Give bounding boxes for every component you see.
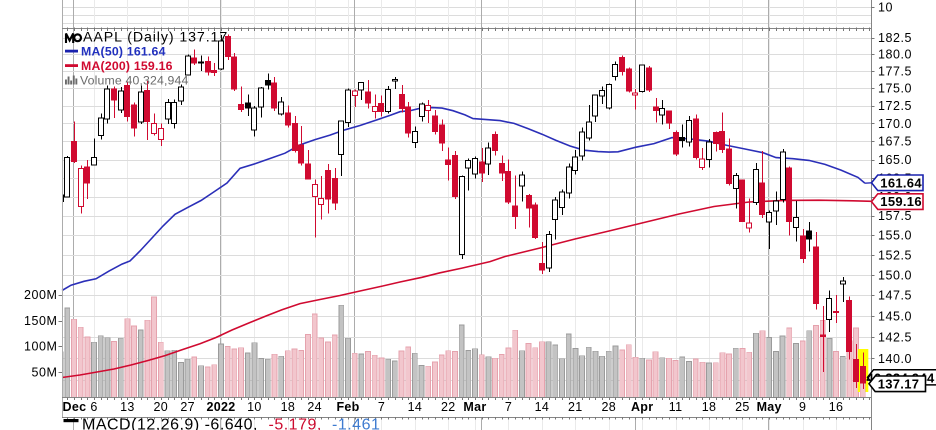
svg-text:24: 24 xyxy=(307,400,322,414)
svg-text:147.5: 147.5 xyxy=(878,289,912,303)
svg-text:Mar: Mar xyxy=(463,400,486,414)
svg-text:10: 10 xyxy=(878,1,893,15)
svg-text:11: 11 xyxy=(669,400,683,414)
svg-text:27: 27 xyxy=(180,400,195,414)
svg-text:161.64: 161.64 xyxy=(880,175,922,190)
svg-text:140.0: 140.0 xyxy=(878,352,912,366)
svg-text:16: 16 xyxy=(829,400,844,414)
svg-text:145.0: 145.0 xyxy=(878,309,912,323)
svg-text:6: 6 xyxy=(90,400,97,414)
svg-text:AAPL (Daily) 137.17: AAPL (Daily) 137.17 xyxy=(83,30,228,46)
svg-text:100M: 100M xyxy=(24,340,57,354)
svg-text:177.5: 177.5 xyxy=(878,65,912,79)
svg-text:18: 18 xyxy=(702,400,717,414)
svg-text:9: 9 xyxy=(799,400,806,414)
svg-text:14: 14 xyxy=(535,400,550,414)
svg-text:50M: 50M xyxy=(32,365,58,379)
svg-text:Feb: Feb xyxy=(336,400,359,414)
svg-text:-1.461: -1.461 xyxy=(332,417,380,430)
svg-text:Apr: Apr xyxy=(631,400,653,414)
svg-text:150.0: 150.0 xyxy=(878,268,912,282)
svg-text:137.17: 137.17 xyxy=(878,376,920,391)
svg-text:14: 14 xyxy=(408,400,423,414)
svg-text:25: 25 xyxy=(735,400,750,414)
svg-text:157.5: 157.5 xyxy=(878,209,912,223)
svg-text:159.16: 159.16 xyxy=(880,194,922,209)
svg-text:180.0: 180.0 xyxy=(878,48,912,62)
svg-text:MACD(12,26,9) -6.640,: MACD(12,26,9) -6.640, xyxy=(82,417,258,430)
svg-text:172.5: 172.5 xyxy=(878,99,912,113)
svg-text:167.5: 167.5 xyxy=(878,135,912,149)
svg-text:-5.179,: -5.179, xyxy=(269,417,322,430)
svg-text:13: 13 xyxy=(120,400,135,414)
svg-text:152.5: 152.5 xyxy=(878,248,912,262)
svg-text:Dec: Dec xyxy=(63,400,87,414)
svg-text:21: 21 xyxy=(568,400,583,414)
svg-text:155.0: 155.0 xyxy=(878,229,912,243)
svg-text:150M: 150M xyxy=(24,314,57,328)
svg-text:165.0: 165.0 xyxy=(878,153,912,167)
svg-text:18: 18 xyxy=(281,400,296,414)
svg-text:142.5: 142.5 xyxy=(878,330,912,344)
svg-text:175.0: 175.0 xyxy=(878,82,912,96)
svg-text:182.5: 182.5 xyxy=(878,31,912,45)
svg-text:Volume 40,324,944: Volume 40,324,944 xyxy=(80,73,189,87)
svg-text:200M: 200M xyxy=(24,288,57,302)
svg-text:MA(200) 159.16: MA(200) 159.16 xyxy=(81,59,173,73)
svg-text:MA(50) 161.64: MA(50) 161.64 xyxy=(81,45,166,59)
svg-text:28: 28 xyxy=(601,400,616,414)
svg-text:20: 20 xyxy=(154,400,169,414)
svg-text:May: May xyxy=(757,400,782,414)
svg-text:7: 7 xyxy=(378,400,385,414)
svg-text:10: 10 xyxy=(247,400,262,414)
svg-text:22: 22 xyxy=(441,400,456,414)
svg-text:2022: 2022 xyxy=(206,400,235,414)
svg-text:170.0: 170.0 xyxy=(878,117,912,131)
svg-text:7: 7 xyxy=(505,400,512,414)
